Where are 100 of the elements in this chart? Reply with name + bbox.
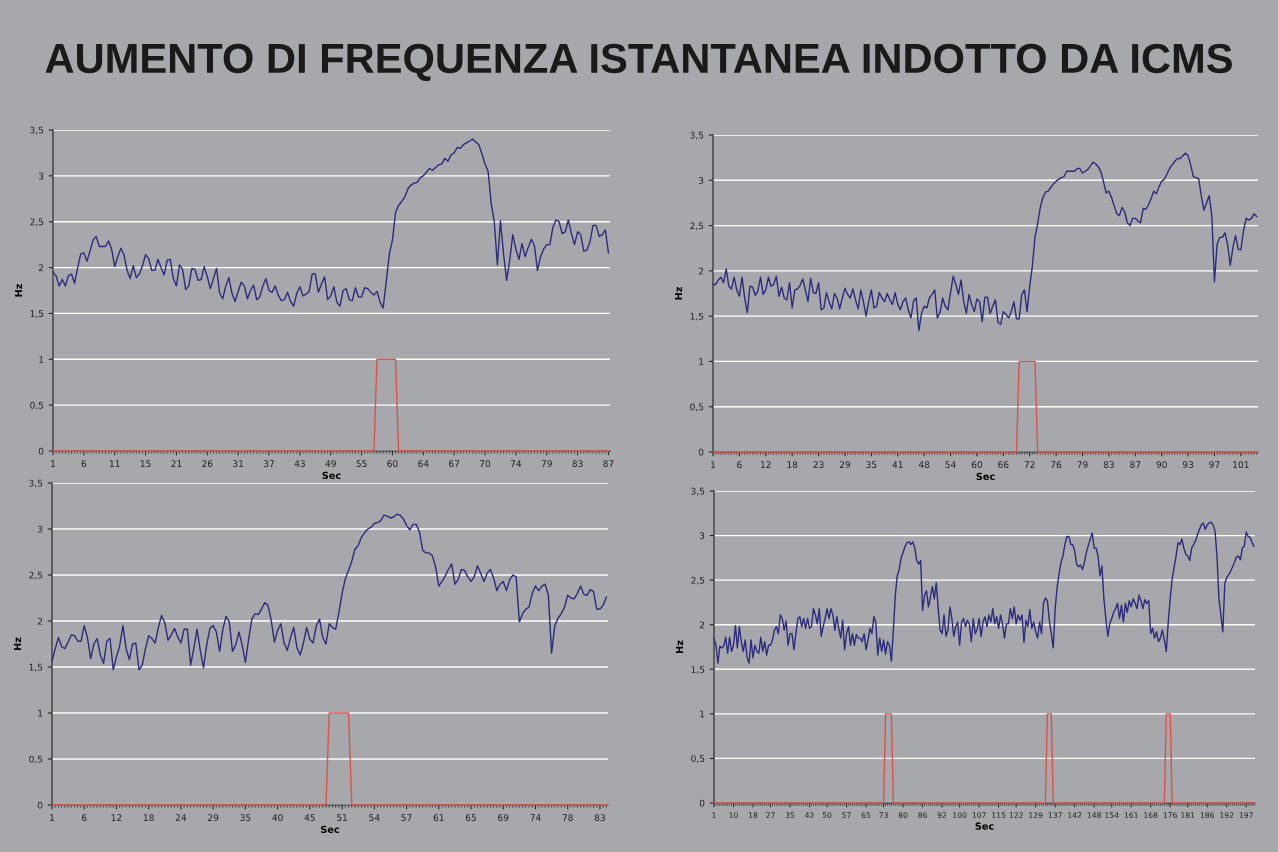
y-tick-label: 2 (38, 264, 44, 271)
x-tick-label: 12 (111, 814, 122, 821)
x-tick-label: 21 (171, 460, 182, 467)
y-tick-label: 1 (39, 356, 44, 363)
x-tick-label: 6 (81, 460, 87, 468)
y-tick-label: 0,5 (30, 401, 44, 410)
line-series (712, 152, 1258, 332)
y-tick-label: 2,5 (690, 222, 704, 231)
x-tick-label: 40 (272, 814, 283, 822)
y-tick-label: 3 (698, 177, 704, 184)
y-tick-label: 1 (699, 358, 704, 365)
line-series (52, 138, 610, 309)
y-tick-label: 3,5 (690, 131, 704, 140)
x-tick-label: 1 (50, 814, 55, 821)
x-tick-label: 93 (1182, 461, 1194, 469)
y-axis-title: Hz (675, 640, 684, 653)
x-tick-label: 87 (603, 460, 614, 468)
y-axis-title: Hz (674, 287, 683, 300)
y-tick-label: 0 (698, 448, 704, 456)
x-tick-label: 66 (998, 461, 1009, 469)
x-tick-label: 49 (325, 460, 336, 468)
y-tick-label: 0,5 (690, 403, 704, 412)
x-tick-label: 29 (208, 814, 219, 822)
y-tick-label: 2 (699, 621, 705, 629)
y-tick-label: 1,5 (690, 312, 704, 321)
y-axis-title: Hz (13, 637, 22, 650)
y-tick-label: 0 (38, 447, 44, 455)
x-tick-label: 1 (51, 460, 56, 467)
x-tick-label: 48 (918, 461, 930, 469)
x-tick-label: 79 (541, 460, 552, 468)
x-tick-label: 97 (1209, 461, 1220, 469)
x-tick-label: 51 (337, 814, 347, 822)
x-tick-label: 57 (401, 814, 412, 822)
x-tick-label: 60 (971, 461, 983, 469)
x-tick-label: 54 (945, 461, 956, 469)
x-tick-label: 45 (304, 814, 315, 822)
x-tick-label: 69 (498, 814, 509, 822)
y-tick-label: 2,5 (691, 576, 705, 585)
x-tick-label: 67 (449, 460, 460, 468)
x-tick-label: 29 (839, 461, 851, 469)
y-tick-label: 0 (699, 799, 705, 807)
x-tick-label: 24 (175, 814, 187, 821)
x-tick-label: 74 (530, 814, 541, 821)
x-tick-label: 101 (1233, 461, 1249, 469)
x-tick-label: 78 (562, 814, 573, 822)
x-tick-label: 65 (465, 814, 476, 822)
x-tick-label: 76 (1051, 461, 1062, 469)
y-tick-label: 3,5 (30, 126, 44, 135)
y-tick-label: 3,5 (29, 479, 43, 488)
x-tick-label: 43 (294, 460, 305, 468)
x-tick-label: 18 (143, 814, 154, 822)
y-tick-label: 3 (699, 532, 705, 540)
x-tick-label: 54 (369, 814, 380, 822)
x-tick-label: 15 (140, 460, 151, 468)
x-tick-label: 6 (737, 461, 742, 469)
x-tick-label: 35 (866, 461, 877, 469)
x-tick-label: 83 (572, 460, 583, 468)
x-tick-label: 6 (81, 814, 87, 822)
y-tick-label: 2 (37, 617, 43, 625)
y-tick-label: 0,5 (691, 755, 705, 763)
y-tick-label: 3 (38, 172, 44, 180)
y-tick-label: 0 (37, 801, 43, 809)
y-tick-label: 1 (700, 710, 705, 718)
x-axis-title: Sec (976, 472, 995, 481)
x-tick-label: 83 (1103, 461, 1114, 469)
y-tick-label: 1,5 (29, 663, 43, 672)
x-tick-label: 60 (387, 460, 398, 468)
y-tick-label: 2,5 (29, 571, 43, 580)
x-axis-title: Sec (321, 825, 340, 834)
x-tick-label: 23 (813, 461, 824, 469)
x-tick-label: 1 (711, 461, 716, 468)
x-tick-label: 72 (1024, 461, 1035, 468)
y-tick-label: 2 (698, 267, 704, 275)
x-tick-label: 37 (263, 460, 274, 468)
x-tick-label: 41 (892, 461, 903, 468)
x-tick-label: 87 (1130, 461, 1141, 469)
x-tick-label: 11 (109, 460, 120, 467)
y-tick-label: 2,5 (30, 218, 44, 227)
x-tick-label: 55 (356, 460, 367, 468)
y-axis-title: Hz (14, 284, 23, 297)
y-tick-label: 3,5 (691, 487, 705, 496)
y-tick-label: 1,5 (691, 666, 705, 674)
line-series (51, 513, 608, 671)
x-tick-label: 35 (240, 814, 251, 822)
x-tick-label: 70 (480, 460, 491, 468)
x-tick-label: 12 (761, 461, 771, 468)
y-tick-label: 3 (37, 525, 43, 533)
x-tick-label: 26 (202, 460, 213, 468)
chart-title: AUMENTO DI FREQUENZA ISTANTANEA INDOTTO DA ICMS (45, 43, 1232, 81)
x-tick-label: 64 (418, 460, 429, 468)
x-axis-title: Sec (975, 822, 994, 830)
x-tick-label: 61 (433, 814, 444, 822)
x-tick-label: 90 (1156, 461, 1167, 469)
line-series (713, 521, 1255, 664)
x-tick-label: 79 (1077, 461, 1088, 469)
x-tick-label: 18 (787, 461, 798, 469)
x-axis-title: Sec (322, 471, 341, 480)
x-tick-label: 83 (594, 814, 605, 822)
x-tick-label: 31 (233, 460, 244, 468)
y-tick-label: 1,5 (30, 310, 44, 318)
